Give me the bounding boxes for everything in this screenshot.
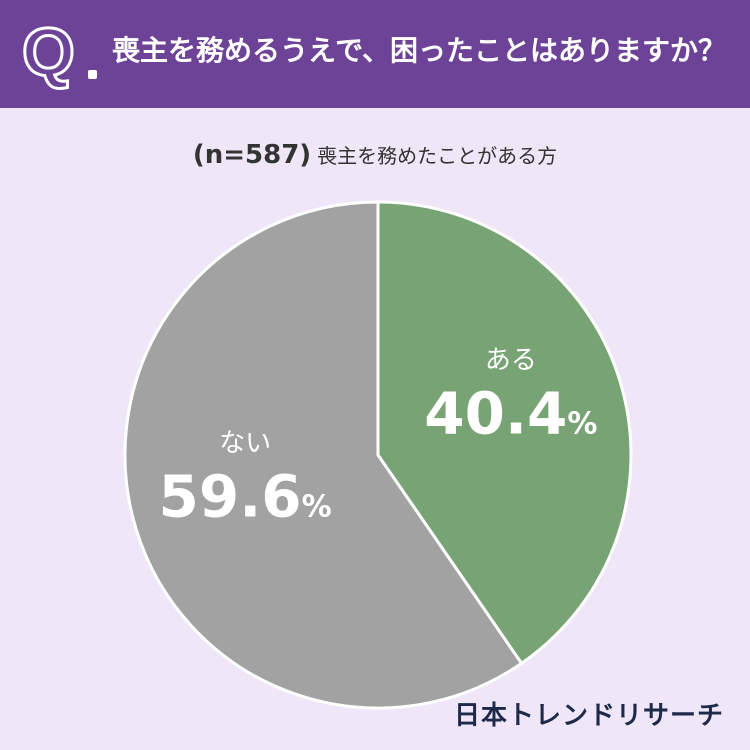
brand-logo: 日本トレンドリサーチ — [453, 701, 724, 731]
sample-description: 喪主を務めたことがある方 — [317, 144, 558, 168]
sample-size: (n=587) — [192, 140, 312, 170]
slice-value: 59.6% — [159, 462, 332, 530]
q-dot-icon — [88, 70, 97, 79]
q-icon: Q — [21, 14, 77, 90]
sample-subtitle: (n=587) 喪主を務めたことがある方 — [0, 140, 750, 170]
slice-value: 40.4% — [424, 380, 597, 448]
slice-label: ある — [485, 346, 537, 376]
question-header: Q 喪主を務めるうえで、困ったことはありますか？ — [0, 0, 750, 108]
pie-slice-1 — [123, 200, 524, 710]
pie-slice-0 — [376, 200, 633, 665]
question-text: 喪主を務めるうえで、困ったことはありますか？ — [112, 34, 727, 67]
slice-label: ない — [219, 428, 271, 458]
